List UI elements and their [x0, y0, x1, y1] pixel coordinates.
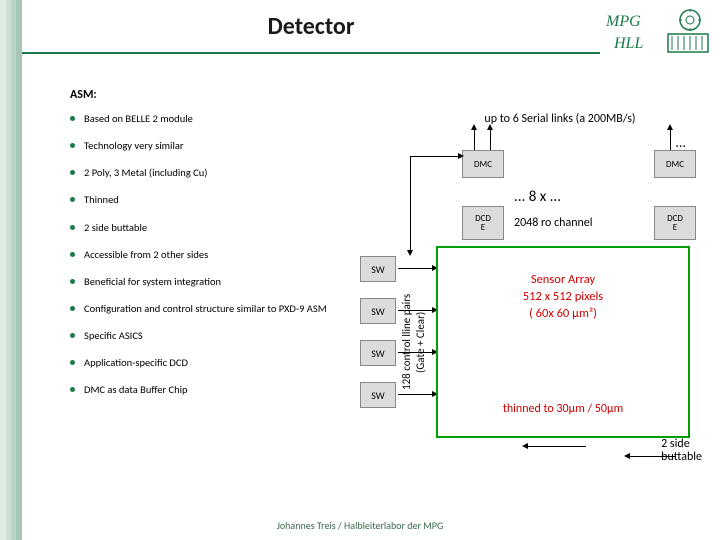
bullet-item: 2 side buttable	[70, 221, 330, 234]
connector-line	[410, 156, 460, 157]
two-side-buttable-label: 2 side buttable	[661, 438, 702, 464]
bullet-item: 2 Poly, 3 Metal (including Cu)	[70, 166, 330, 179]
sensor-thinned-text: thinned to 30µm / 50µm	[438, 402, 688, 416]
bullet-item: Accessible from 2 other sides	[70, 248, 330, 261]
mpg-hll-logo: MPG HLL	[602, 8, 712, 56]
serial-links-label: up to 6 Serial links (a 200MB/s)	[430, 112, 690, 126]
bullet-list: Based on BELLE 2 module Technology very …	[70, 112, 330, 410]
logo-text-bottom: HLL	[613, 35, 643, 52]
arrow-right-icon	[398, 310, 434, 311]
sw-box: SW	[360, 382, 396, 408]
bullet-item: Beneficial for system integration	[70, 275, 330, 288]
arrow-up-icon	[490, 128, 491, 150]
slide: Detector MPG HLL ASM:	[0, 0, 720, 540]
bullet-item: Based on BELLE 2 module	[70, 112, 330, 125]
block-diagram: up to 6 Serial links (a 200MB/s) ... DMC…	[340, 112, 700, 482]
page-title: Detector	[22, 12, 600, 41]
arrow-up-icon	[474, 128, 475, 150]
dmc-box: DMC	[462, 150, 504, 178]
ro-channel-label: 2048 ro channel	[514, 216, 593, 230]
title-underline	[22, 52, 600, 54]
gate-clear-label: (Gate + Clear)	[414, 262, 428, 422]
left-accent-bar	[0, 0, 22, 540]
arrow-right-icon	[398, 352, 434, 353]
bullet-item: DMC as data Buffer Chip	[70, 383, 330, 396]
arrow-right-icon	[398, 394, 434, 395]
section-subtitle: ASM:	[70, 88, 97, 102]
sw-column: SW SW SW SW	[360, 256, 396, 424]
header: Detector MPG HLL	[22, 8, 720, 62]
sw-box: SW	[360, 256, 396, 282]
logo-text-top: MPG	[605, 13, 641, 30]
repeat-8x-label: ... 8 x ...	[514, 188, 561, 206]
control-lines-label: 128 control lline pairs	[400, 262, 414, 422]
dmc-box: DMC	[654, 150, 696, 178]
bullet-item: Thinned	[70, 193, 330, 206]
bullet-item: Application-specific DCD	[70, 356, 330, 369]
bullet-item: Specific ASICS	[70, 329, 330, 342]
bullet-item: Technology very similar	[70, 139, 330, 152]
arrow-right-icon	[398, 268, 434, 269]
dcd-box: DCD E	[462, 206, 504, 240]
arrow-left-icon	[526, 446, 586, 447]
sensor-array-text: Sensor Array 512 x 512 pixels ( 60x 60 µ…	[438, 272, 688, 323]
arrow-down-icon	[410, 156, 411, 252]
ellipsis-top: ...	[675, 134, 686, 151]
sw-box: SW	[360, 298, 396, 324]
dcd-box: DCD E	[654, 206, 696, 240]
sensor-array-box: Sensor Array 512 x 512 pixels ( 60x 60 µ…	[436, 246, 690, 438]
sw-box: SW	[360, 340, 396, 366]
arrow-up-icon	[670, 128, 671, 150]
footer-text: Johannes Treis / Halbleiterlabor der MPG	[0, 519, 720, 532]
bullet-item: Configuration and control structure simi…	[70, 302, 330, 315]
